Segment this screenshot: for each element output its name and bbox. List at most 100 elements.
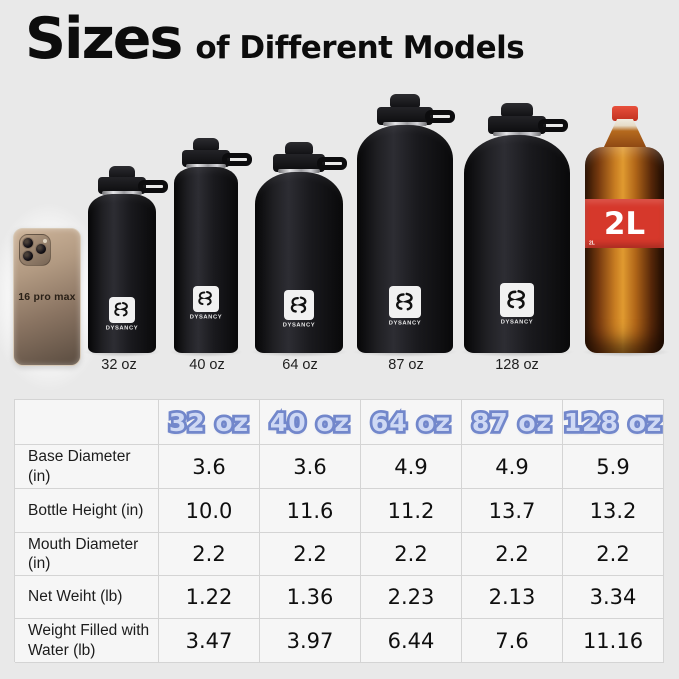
bottle-lid <box>98 177 146 194</box>
brand-logo: DYSANCY <box>102 297 142 336</box>
value-cell: 1.36 <box>260 576 361 619</box>
table-header-32oz: 32 oz 32 oz <box>159 400 260 445</box>
bottle-lid <box>488 116 546 134</box>
cola-neck <box>603 119 647 149</box>
comparison-table: 32 oz 32 oz 40 oz 40 oz 64 oz 64 oz 87 oz 87… <box>14 399 664 663</box>
dysancy-mark-icon <box>193 286 219 312</box>
bottle-body <box>88 194 156 353</box>
value-cell: 13.2 <box>563 489 664 533</box>
table-header-128oz: 128 oz 128 oz <box>561 400 664 445</box>
cola-volume-small-label: 2L <box>589 240 595 247</box>
bottle-body <box>255 172 343 353</box>
bottle-spout-cap <box>390 94 420 108</box>
bottle-size-caption-128oz: 128 oz <box>495 357 539 373</box>
iphone-16-pro-max: 16 pro max <box>13 228 81 366</box>
header-label: 128 oz <box>563 407 663 437</box>
title-main: Sizes <box>25 6 183 72</box>
value-cell: 3.97 <box>260 619 361 663</box>
cola-label: 2L 2L <box>585 199 664 248</box>
page-title: Sizes of Different Models <box>25 6 525 72</box>
value-cell: 5.9 <box>563 445 664 489</box>
bottle-size-caption-40oz: 40 oz <box>189 357 225 373</box>
value-cell: 13.7 <box>462 489 563 533</box>
camera-flash-icon <box>43 239 47 243</box>
row-label-filled-weight: Weight Filled with Water (lb) <box>15 619 159 663</box>
table-header-64oz: 64 oz 64 oz <box>361 400 462 445</box>
value-cell: 2.2 <box>462 533 563 576</box>
table-header-87oz: 87 oz 87 oz <box>462 400 563 445</box>
bottle-size-caption-64oz: 64 oz <box>282 357 318 373</box>
row-label-mouth-diameter: Mouth Diameter (in) <box>15 533 159 576</box>
brand-logo: DYSANCY <box>385 286 425 331</box>
bottle-lid <box>273 154 325 172</box>
bottle-steel-ring <box>383 122 427 126</box>
dysancy-mark-icon <box>389 286 421 318</box>
value-cell: 2.23 <box>361 576 462 619</box>
value-cell: 2.2 <box>159 533 260 576</box>
bottle-steel-ring <box>186 164 226 168</box>
brand-name: DYSANCY <box>282 322 316 329</box>
dysancy-mark-icon <box>500 283 534 317</box>
bottle-size-caption-87oz: 87 oz <box>388 357 424 373</box>
row-label-base-diameter: Base Diameter (in) <box>15 445 159 489</box>
brand-logo: DYSANCY <box>186 286 226 325</box>
header-label: 40 oz <box>269 407 351 437</box>
cola-body <box>585 147 664 353</box>
value-cell: 3.6 <box>159 445 260 489</box>
camera-lens-icon <box>35 243 47 255</box>
brand-logo: DYSANCY <box>497 283 537 330</box>
bottle-spout-cap <box>193 138 219 151</box>
phone-model-label: 16 pro max <box>18 291 76 303</box>
bottle-body <box>174 167 238 353</box>
value-cell: 2.2 <box>563 533 664 576</box>
bottle-size-caption-32oz: 32 oz <box>101 357 137 373</box>
value-cell: 3.34 <box>563 576 664 619</box>
value-cell: 7.6 <box>462 619 563 663</box>
brand-name: DYSANCY <box>189 314 223 321</box>
camera-lens-icon <box>22 250 34 262</box>
bottle-steel-ring <box>278 169 320 173</box>
value-cell: 2.2 <box>361 533 462 576</box>
value-cell: 11.2 <box>361 489 462 533</box>
header-label: 32 oz <box>168 407 250 437</box>
brand-logo: DYSANCY <box>279 290 319 333</box>
value-cell: 2.13 <box>462 576 563 619</box>
title-subtitle: of Different Models <box>195 30 525 66</box>
dysancy-mark-icon <box>284 290 314 320</box>
bottle-spout-cap <box>285 142 313 155</box>
value-cell: 11.6 <box>260 489 361 533</box>
bottle-lid-handle <box>138 180 168 193</box>
bottle-steel-ring <box>493 132 541 136</box>
value-cell: 1.22 <box>159 576 260 619</box>
value-cell: 11.16 <box>563 619 664 663</box>
value-cell: 3.6 <box>260 445 361 489</box>
brand-name: DYSANCY <box>105 325 139 332</box>
dysancy-mark-icon <box>109 297 135 323</box>
table-corner-cell <box>15 400 159 445</box>
value-cell: 2.2 <box>260 533 361 576</box>
bottle-lid-handle <box>538 119 568 132</box>
value-cell: 4.9 <box>361 445 462 489</box>
cola-volume-label: 2L <box>603 205 646 242</box>
phone-camera-module <box>19 234 51 266</box>
bottle-lid <box>182 150 230 167</box>
camera-lens-icon <box>22 237 34 249</box>
bottle-steel-ring <box>102 191 142 195</box>
value-cell: 3.47 <box>159 619 260 663</box>
value-cell: 6.44 <box>361 619 462 663</box>
bottle-lid <box>377 107 433 125</box>
header-label: 64 oz <box>370 407 452 437</box>
value-cell: 10.0 <box>159 489 260 533</box>
row-label-bottle-height: Bottle Height (in) <box>15 489 159 533</box>
bottle-lid-handle <box>425 110 455 123</box>
cola-cap <box>612 106 638 121</box>
brand-name: DYSANCY <box>500 319 534 326</box>
brand-name: DYSANCY <box>388 320 422 327</box>
value-cell: 4.9 <box>462 445 563 489</box>
bottle-spout-cap <box>109 166 135 179</box>
bottle-lid-handle <box>317 157 347 170</box>
table-header-40oz: 40 oz 40 oz <box>260 400 361 445</box>
header-label: 87 oz <box>471 407 553 437</box>
bottle-spout-cap <box>501 103 533 117</box>
